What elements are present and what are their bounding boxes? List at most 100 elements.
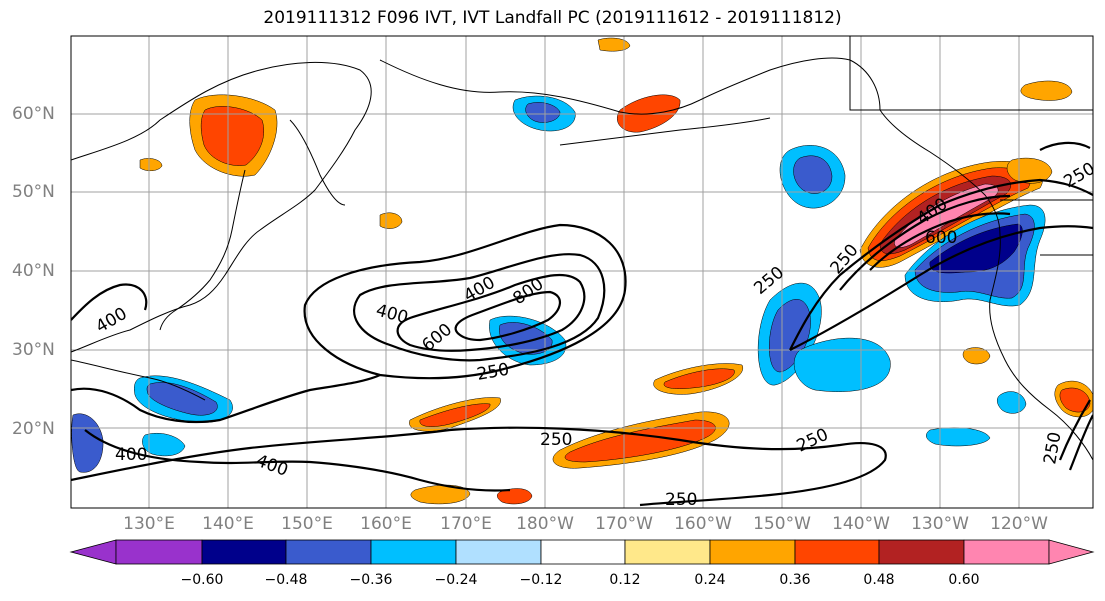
lon-label-120w: 120°W: [990, 514, 1048, 534]
colorbar-extend-low: [69, 539, 117, 565]
contour-400-se: [1068, 414, 1093, 471]
contour-250-tropical: [71, 426, 887, 507]
positive-shade: [564, 419, 716, 463]
asia-coastline: [71, 359, 206, 401]
colorbar-tick-label: 0.60: [948, 572, 980, 588]
contour-250-central: [303, 223, 627, 380]
contour-label: 400: [253, 451, 290, 481]
contour-250-westlow: [71, 374, 381, 424]
lon-label-140w: 140°W: [832, 514, 890, 534]
colorbar-bin: [794, 539, 880, 565]
colorbar-bin: [115, 539, 203, 565]
positive-shade: [1006, 157, 1053, 184]
contour-label: 600: [925, 228, 957, 248]
contour-label: 400: [374, 301, 411, 329]
contour-250-gulf: [1039, 141, 1091, 151]
lat-label-30n: 30°N: [12, 340, 55, 360]
coastlines: [71, 36, 1093, 461]
japan-coastline: [159, 169, 246, 331]
contour-250-ne: [789, 178, 1093, 351]
lon-label-150e: 150°E: [281, 514, 333, 534]
colorbar-bin: [455, 539, 542, 565]
colorbar-tick-label: −0.24: [434, 572, 478, 588]
contour-label: 250: [1040, 430, 1065, 465]
map-canvas: 400 600 800 400 250 250 400 600 250 250 …: [71, 36, 1093, 510]
contour-250-ne-inner: [789, 225, 1093, 351]
positive-shade: [663, 368, 735, 389]
contour-600-central: [396, 273, 586, 352]
lon-label-160w: 160°W: [674, 514, 732, 534]
contour-800-central: [454, 290, 561, 342]
negative-shade: [997, 391, 1027, 414]
map-frame: [70, 35, 1094, 509]
negative-shade: [926, 427, 991, 447]
lat-label-20n: 20°N: [12, 419, 55, 439]
contour-label: 250: [665, 490, 697, 510]
positive-shade: [497, 488, 533, 505]
colorbar-tick-label: −0.48: [264, 572, 308, 588]
positive-shade: [200, 106, 264, 166]
contour-400-central: [353, 253, 606, 362]
lon-label-140e: 140°E: [202, 514, 254, 534]
positive-shade: [410, 484, 471, 505]
positive-shade: [1059, 387, 1091, 413]
asia-coastline: [379, 59, 701, 115]
positive-shade: [597, 37, 631, 52]
colorbar-bin: [963, 539, 1050, 565]
colorbar-extend-high: [1048, 539, 1095, 565]
lon-label-180w: 180°W: [516, 514, 574, 534]
contour-label: 800: [509, 274, 547, 309]
lon-label-160e: 160°E: [360, 514, 412, 534]
lon-label-170w: 170°W: [595, 514, 653, 534]
colorbar-tick-label: 0.12: [609, 572, 641, 588]
lon-label-130e: 130°E: [123, 514, 175, 534]
aleutian-chain: [559, 117, 771, 146]
ivt-contours: [71, 141, 1093, 507]
lon-label-130w: 130°W: [911, 514, 969, 534]
positive-shade: [379, 212, 403, 229]
colorbar: [69, 539, 1095, 565]
colorbar-bin: [540, 539, 626, 565]
map-title: 2019111312 F096 IVT, IVT Landfall PC (20…: [263, 8, 842, 28]
contour-label: 250: [540, 430, 572, 450]
contour-400-ne: [839, 194, 1011, 291]
colorbar-tick-label: 0.24: [694, 572, 726, 588]
contour-label: 400: [93, 304, 131, 338]
negative-shade: [146, 382, 218, 416]
negative-shade: [142, 432, 186, 457]
alaska-coastline: [699, 57, 1093, 461]
colorbar-bin: [709, 539, 796, 565]
colorbar-bin: [201, 539, 287, 565]
contour-label: 250: [827, 240, 863, 278]
positive-shade: [962, 347, 991, 365]
positive-shade: [139, 158, 163, 171]
contour-label: 400: [115, 445, 147, 465]
graticule: [71, 36, 1093, 508]
north-america-border: [849, 36, 1093, 111]
contour-600-ne: [869, 212, 1011, 271]
contour-400-tropical: [84, 429, 511, 492]
asia-coastline: [71, 61, 372, 353]
positive-shade: [419, 403, 491, 427]
kamchatka-coastline: [289, 119, 346, 206]
colorbar-bin: [624, 539, 711, 565]
lon-label-170e: 170°E: [440, 514, 492, 534]
contour-400-west: [71, 283, 148, 321]
negative-shade: [793, 337, 891, 392]
lon-label-150w: 150°W: [753, 514, 811, 534]
contour-label: 250: [794, 425, 832, 457]
contour-250-se: [1058, 399, 1091, 461]
positive-shade: [1020, 80, 1073, 101]
colorbar-tick-label: −0.60: [180, 572, 224, 588]
colorbar-tick-label: 0.48: [863, 572, 895, 588]
colorbar-tick-label: 0.36: [779, 572, 811, 588]
lat-label-40n: 40°N: [12, 261, 55, 281]
colorbar-tick-label: −0.36: [349, 572, 393, 588]
colorbar-tick-label: −0.12: [519, 572, 563, 588]
colorbar-bin: [370, 539, 457, 565]
negative-shade: [71, 413, 104, 473]
lat-label-50n: 50°N: [12, 182, 55, 202]
colorbar-bin: [878, 539, 965, 565]
contour-label: 250: [475, 360, 510, 385]
